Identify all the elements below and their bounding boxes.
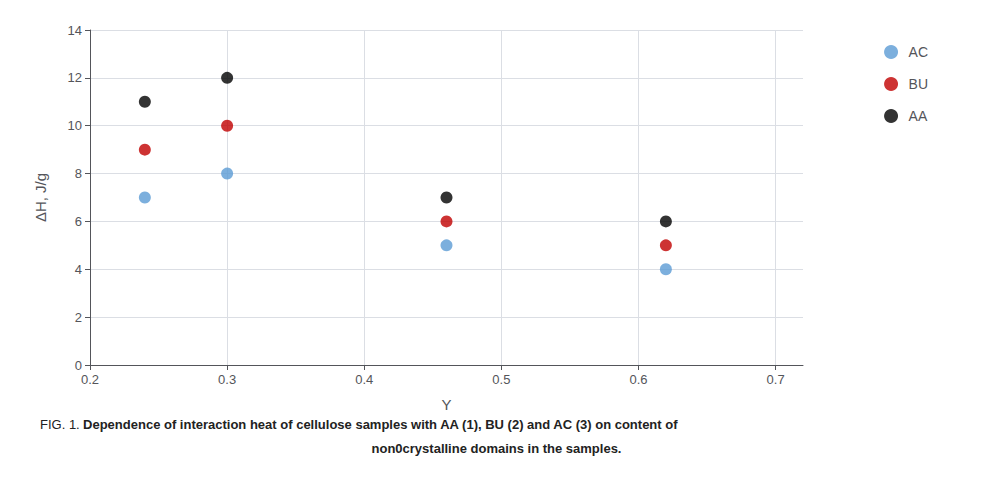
svg-text:0.6: 0.6: [629, 372, 647, 387]
svg-text:0.2: 0.2: [81, 372, 99, 387]
svg-text:14: 14: [68, 23, 82, 38]
svg-text:0: 0: [75, 358, 82, 373]
svg-text:0.5: 0.5: [492, 372, 510, 387]
svg-text:4: 4: [75, 262, 82, 277]
svg-text:Y: Y: [441, 396, 451, 413]
svg-text:12: 12: [68, 70, 82, 85]
svg-text:ΔH, J/g: ΔH, J/g: [32, 173, 49, 222]
svg-text:2: 2: [75, 310, 82, 325]
svg-text:0.3: 0.3: [218, 372, 236, 387]
svg-text:0.7: 0.7: [767, 372, 785, 387]
svg-text:0.4: 0.4: [355, 372, 373, 387]
svg-text:BU: BU: [909, 76, 928, 92]
svg-text:6: 6: [75, 214, 82, 229]
svg-text:AA: AA: [909, 108, 928, 124]
svg-text:FIG. 1.: FIG. 1.: [40, 417, 80, 432]
svg-text:8: 8: [75, 166, 82, 181]
svg-text:10: 10: [68, 118, 82, 133]
svg-text:AC: AC: [909, 44, 928, 60]
svg-text:Dependence of interaction heat: Dependence of interaction heat of cellul…: [83, 417, 678, 432]
svg-text:non0crystalline domains in the: non0crystalline domains in the samples.: [372, 441, 622, 456]
